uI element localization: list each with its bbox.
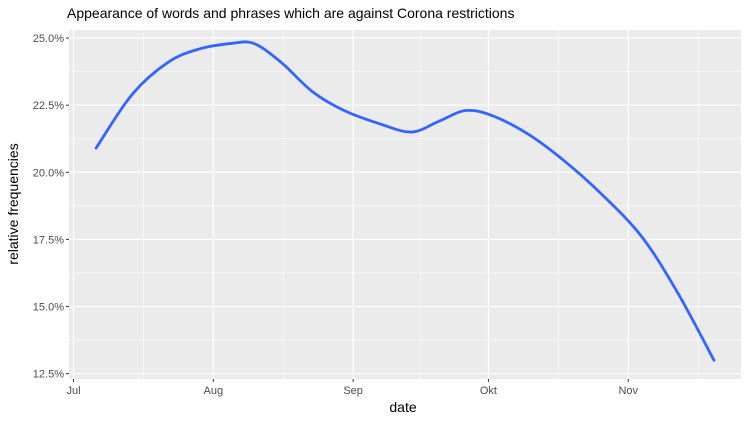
x-tick-label: Aug [204, 385, 224, 397]
y-axis-title: relative frequencies [5, 143, 21, 264]
y-axis: 12.5% 15.0% 17.5% 20.0% 22.5% 25.0% [33, 33, 69, 381]
x-axis-title: date [389, 399, 416, 415]
y-tick-label: 12.5% [33, 369, 64, 381]
x-tick-label: Sep [343, 385, 363, 397]
x-tick-label: Okt [480, 385, 497, 397]
x-tick-label: Nov [618, 385, 638, 397]
x-tick-label: Jul [66, 385, 80, 397]
series-layer [94, 40, 716, 362]
grid-lines [69, 30, 741, 379]
y-tick-label: 17.5% [33, 234, 64, 246]
y-tick-label: 15.0% [33, 302, 64, 314]
chart-title: Appearance of words and phrases which ar… [67, 5, 514, 21]
y-tick-label: 25.0% [33, 33, 64, 45]
y-tick-label: 20.0% [33, 167, 64, 179]
y-tick-label: 22.5% [33, 100, 64, 112]
series-line [94, 40, 716, 362]
plot-panel [69, 30, 741, 379]
x-axis: Jul Aug Sep Okt Nov [66, 379, 639, 397]
